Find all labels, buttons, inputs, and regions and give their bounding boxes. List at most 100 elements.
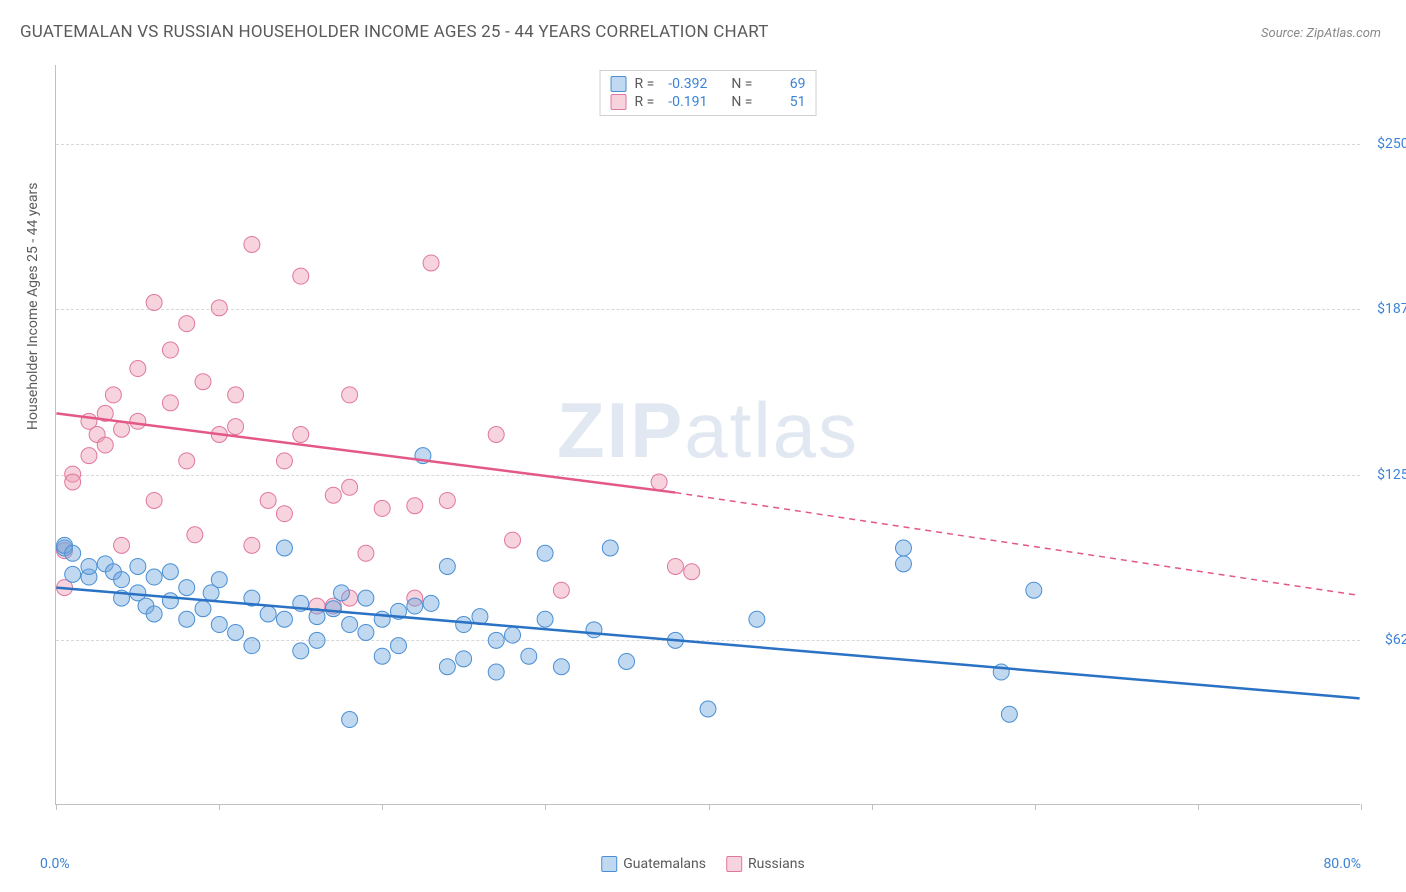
scatter-point — [146, 606, 162, 622]
scatter-point — [488, 664, 504, 680]
legend-label: Guatemalans — [623, 856, 706, 872]
scatter-point — [195, 374, 211, 390]
scatter-point — [293, 268, 309, 284]
scatter-point — [228, 387, 244, 403]
y-axis-label: Householder Income Ages 25 - 44 years — [25, 183, 41, 430]
scatter-point — [407, 598, 423, 614]
scatter-point — [749, 611, 765, 627]
scatter-point — [553, 659, 569, 675]
scatter-point — [65, 566, 81, 582]
scatter-point — [423, 595, 439, 611]
scatter-point — [260, 492, 276, 508]
scatter-point — [228, 419, 244, 435]
scatter-point — [456, 617, 472, 633]
scatter-point — [358, 624, 374, 640]
x-tick — [872, 804, 873, 810]
x-tick — [545, 804, 546, 810]
scatter-point — [1026, 582, 1042, 598]
scatter-point — [309, 632, 325, 648]
scatter-point — [81, 448, 97, 464]
scatter-point — [228, 624, 244, 640]
scatter-point — [179, 453, 195, 469]
scatter-point — [521, 648, 537, 664]
x-tick — [709, 804, 710, 810]
plot-area: ZIPatlas R = -0.392 N = 69 R = -0.191 N … — [55, 65, 1360, 805]
legend-row-russian: R = -0.191 N = 51 — [611, 93, 806, 111]
scatter-point — [505, 532, 521, 548]
r-label: R = — [635, 94, 655, 110]
legend-row-guatemalan: R = -0.392 N = 69 — [611, 75, 806, 93]
scatter-point — [146, 569, 162, 585]
scatter-point — [65, 545, 81, 561]
r-value: -0.392 — [662, 76, 707, 92]
trend-line — [675, 493, 1359, 596]
scatter-point — [293, 427, 309, 443]
y-tick-label: $250,000 — [1365, 136, 1406, 152]
x-axis-max: 80.0% — [1323, 856, 1361, 872]
scatter-point — [105, 387, 121, 403]
legend-swatch-pink — [611, 94, 627, 110]
scatter-point — [130, 361, 146, 377]
y-tick-label: $125,000 — [1365, 467, 1406, 483]
correlation-legend: R = -0.392 N = 69 R = -0.191 N = 51 — [600, 70, 817, 116]
scatter-point — [244, 638, 260, 654]
legend-item-russian: Russians — [726, 856, 805, 872]
scatter-point — [651, 474, 667, 490]
scatter-point — [260, 606, 276, 622]
scatter-point — [325, 601, 341, 617]
scatter-point — [162, 564, 178, 580]
scatter-point — [97, 437, 113, 453]
scatter-point — [130, 413, 146, 429]
scatter-point — [114, 572, 130, 588]
r-value: -0.191 — [662, 94, 707, 110]
scatter-point — [684, 564, 700, 580]
scatter-point — [325, 487, 341, 503]
n-value: 69 — [760, 76, 805, 92]
scatter-point — [439, 492, 455, 508]
legend-swatch-pink — [726, 856, 742, 872]
scatter-point — [488, 632, 504, 648]
scatter-point — [211, 300, 227, 316]
scatter-point — [423, 255, 439, 271]
scatter-point — [146, 295, 162, 311]
legend-swatch-blue — [601, 856, 617, 872]
scatter-point — [537, 611, 553, 627]
x-tick — [382, 804, 383, 810]
legend-swatch-blue — [611, 76, 627, 92]
scatter-point — [276, 611, 292, 627]
scatter-point — [179, 580, 195, 596]
scatter-point — [358, 590, 374, 606]
x-tick — [1035, 804, 1036, 810]
scatter-point — [114, 537, 130, 553]
scatter-point — [619, 653, 635, 669]
n-label: N = — [731, 76, 752, 92]
scatter-point — [276, 540, 292, 556]
scatter-point — [187, 527, 203, 543]
scatter-point — [895, 556, 911, 572]
scatter-point — [439, 558, 455, 574]
scatter-point — [488, 427, 504, 443]
scatter-point — [586, 622, 602, 638]
scatter-point — [179, 611, 195, 627]
scatter-point — [602, 540, 618, 556]
scatter-point — [162, 342, 178, 358]
scatter-point — [374, 648, 390, 664]
series-legend: Guatemalans Russians — [601, 856, 805, 872]
x-axis-min: 0.0% — [40, 856, 70, 872]
n-label: N = — [731, 94, 752, 110]
x-tick — [1361, 804, 1362, 810]
scatter-point — [146, 492, 162, 508]
r-label: R = — [635, 76, 655, 92]
scatter-point — [162, 395, 178, 411]
scatter-point — [65, 474, 81, 490]
scatter-point — [342, 712, 358, 728]
chart-svg — [56, 65, 1360, 804]
scatter-point — [342, 387, 358, 403]
trend-line — [56, 413, 675, 492]
scatter-point — [667, 558, 683, 574]
scatter-point — [537, 545, 553, 561]
scatter-point — [700, 701, 716, 717]
scatter-point — [342, 617, 358, 633]
scatter-point — [195, 601, 211, 617]
scatter-point — [342, 479, 358, 495]
